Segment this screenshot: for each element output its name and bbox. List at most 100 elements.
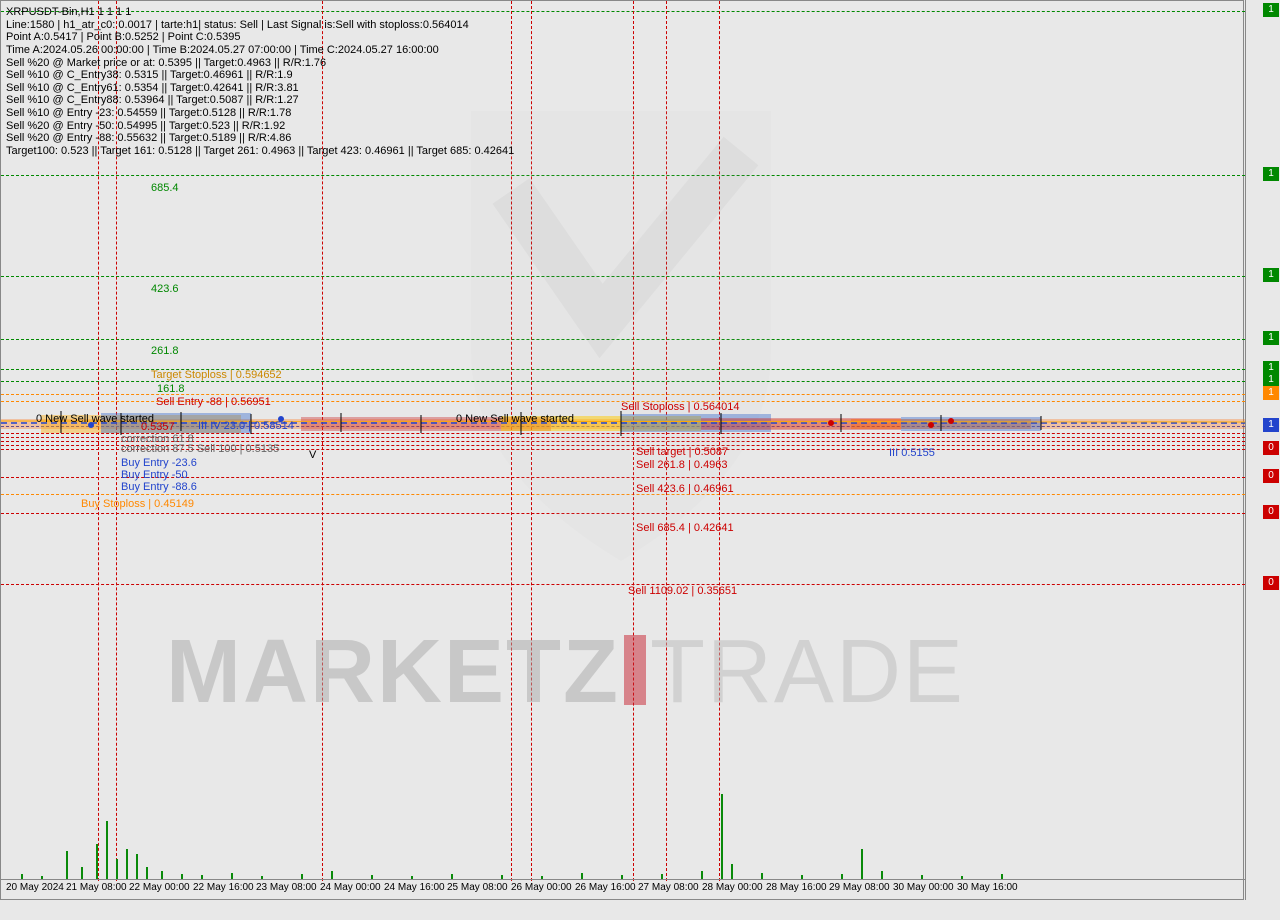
volume-bar (331, 871, 333, 879)
watermark-text-2: TRADE (650, 622, 965, 722)
volume-bar (1001, 874, 1003, 879)
chart-annotation: Sell Stoploss | 0.564014 (621, 401, 739, 413)
fib-level-label: 423.6 (151, 283, 179, 295)
info-line: Sell %10 @ C_Entry61: 0.5354 || Target:0… (6, 82, 514, 95)
volume-bar (801, 875, 803, 879)
chart-info-block: XRPUSDT-Bin,H1 1 1 1 1 Line:1580 | h1_at… (6, 6, 514, 158)
x-axis-tick: 28 May 16:00 (766, 882, 827, 893)
volume-bar (861, 849, 863, 879)
x-axis-tick: 26 May 16:00 (575, 882, 636, 893)
info-line: Point A:0.5417 | Point B:0.5252 | Point … (6, 31, 514, 44)
volume-bar (201, 875, 203, 879)
chart-annotation: V (309, 449, 316, 461)
price-level-badge: 1 (1263, 373, 1279, 387)
volume-bar (701, 871, 703, 879)
info-line: Sell %10 @ C_Entry88: 0.53964 || Target:… (6, 94, 514, 107)
info-line: Time A:2024.05.26 00:00:00 | Time B:2024… (6, 44, 514, 57)
x-axis-tick: 26 May 00:00 (511, 882, 572, 893)
x-axis-tick: 30 May 00:00 (893, 882, 954, 893)
volume-bar (116, 859, 118, 879)
chart-annotation: correction 87.5 Sell 100 | 0.5135 (121, 443, 279, 455)
chart-annotation: Buy Stoploss | 0.45149 (81, 498, 194, 510)
chart-annotation: Sell 685.4 | 0.42641 (636, 522, 734, 534)
volume-bar (581, 873, 583, 879)
volume-bar (411, 876, 413, 879)
volume-bar (136, 854, 138, 879)
watermark-shield-icon (421, 91, 821, 571)
chart-annotation: 0.5357 (141, 421, 175, 433)
fib-level-label: 685.4 (151, 182, 179, 194)
volume-bar (621, 875, 623, 879)
info-line: Sell %20 @ Entry -50: 0.54995 || Target:… (6, 120, 514, 133)
fib-level-label: 161.8 (157, 383, 185, 395)
x-axis-tick: 22 May 00:00 (129, 882, 190, 893)
volume-bar (261, 876, 263, 879)
price-level-badge: 0 (1263, 469, 1279, 483)
horizontal-level-line (1, 584, 1245, 585)
chart-annotation: III 0.5155 (889, 447, 935, 459)
volume-bar (881, 871, 883, 879)
chart-annotation: Buy Entry -50 (121, 469, 188, 481)
price-level-badge: 1 (1263, 167, 1279, 181)
volume-bar (921, 875, 923, 879)
info-line: Sell %20 @ Entry -88: 0.55632 || Target:… (6, 132, 514, 145)
volume-bar (41, 876, 43, 879)
price-level-badge: 1 (1263, 386, 1279, 400)
chart-annotation: III IV 23.0 | 0.58514 (198, 420, 294, 432)
price-level-badge: 1 (1263, 3, 1279, 17)
x-axis-tick: 24 May 00:00 (320, 882, 381, 893)
price-level-badge: 1 (1263, 331, 1279, 345)
volume-bar (721, 794, 723, 879)
chart-title: XRPUSDT-Bin,H1 1 1 1 1 (6, 6, 514, 19)
volume-bar (731, 864, 733, 879)
volume-bar (96, 844, 98, 879)
info-line: Line:1580 | h1_atr_c0: 0.0017 | tarte:h1… (6, 19, 514, 32)
volume-bar (126, 849, 128, 879)
volume-bar (21, 874, 23, 879)
info-line: Target100: 0.523 || Target 161: 0.5128 |… (6, 145, 514, 158)
x-axis-tick: 20 May 2024 (6, 882, 64, 893)
chart-annotation: Buy Entry -88.6 (121, 481, 197, 493)
chart-annotation: Sell 261.8 | 0.4963 (636, 459, 728, 471)
volume-bar (301, 874, 303, 879)
volume-bar (501, 875, 503, 879)
x-axis-tick: 21 May 08:00 (66, 882, 127, 893)
volume-bar (181, 874, 183, 879)
y-axis: 111111110000 (1245, 0, 1280, 900)
fib-level-label: 261.8 (151, 345, 179, 357)
volume-bar (231, 873, 233, 879)
chart-annotation: 0 New Sell wave started (456, 413, 574, 425)
chart-annotation: Sell 1109.02 | 0.35651 (628, 585, 737, 597)
fib-level-label: Target Stoploss | 0.594652 (151, 369, 282, 381)
volume-bar (106, 821, 108, 879)
watermark-text-1: MARKETZ (166, 622, 620, 722)
watermark-text: MARKETZ TRADE (166, 621, 965, 724)
x-axis-tick: 27 May 08:00 (638, 882, 699, 893)
volume-bar (66, 851, 68, 879)
chart-annotation: 0 New Sell wave started (36, 413, 154, 425)
x-axis-tick: 22 May 16:00 (193, 882, 254, 893)
info-line: Sell %10 @ C_Entry38: 0.5315 || Target:0… (6, 69, 514, 82)
chart-area[interactable]: MARKETZ TRADE XRPUSDT-Bin,H1 1 1 1 1 Line… (0, 0, 1244, 900)
price-level-badge: 1 (1263, 268, 1279, 282)
volume-bar (841, 874, 843, 879)
volume-bar (146, 867, 148, 879)
x-axis-tick: 24 May 16:00 (384, 882, 445, 893)
price-level-badge: 0 (1263, 441, 1279, 455)
volume-bar (541, 876, 543, 879)
x-axis-tick: 23 May 08:00 (256, 882, 317, 893)
volume-bar (81, 867, 83, 879)
volume-bar (451, 874, 453, 879)
volume-bar (961, 876, 963, 879)
chart-annotation: Buy Entry -23.6 (121, 457, 197, 469)
chart-annotation: Sell target | 0.5087 (636, 446, 728, 458)
volume-bar (161, 871, 163, 879)
fib-level-label: Sell Entry -88 | 0.56951 (156, 396, 271, 408)
volume-bar (371, 875, 373, 879)
volume-bar (761, 873, 763, 879)
price-level-badge: 1 (1263, 418, 1279, 432)
x-axis-tick: 29 May 08:00 (829, 882, 890, 893)
price-level-badge: 0 (1263, 505, 1279, 519)
price-level-badge: 0 (1263, 576, 1279, 590)
x-axis-tick: 28 May 00:00 (702, 882, 763, 893)
